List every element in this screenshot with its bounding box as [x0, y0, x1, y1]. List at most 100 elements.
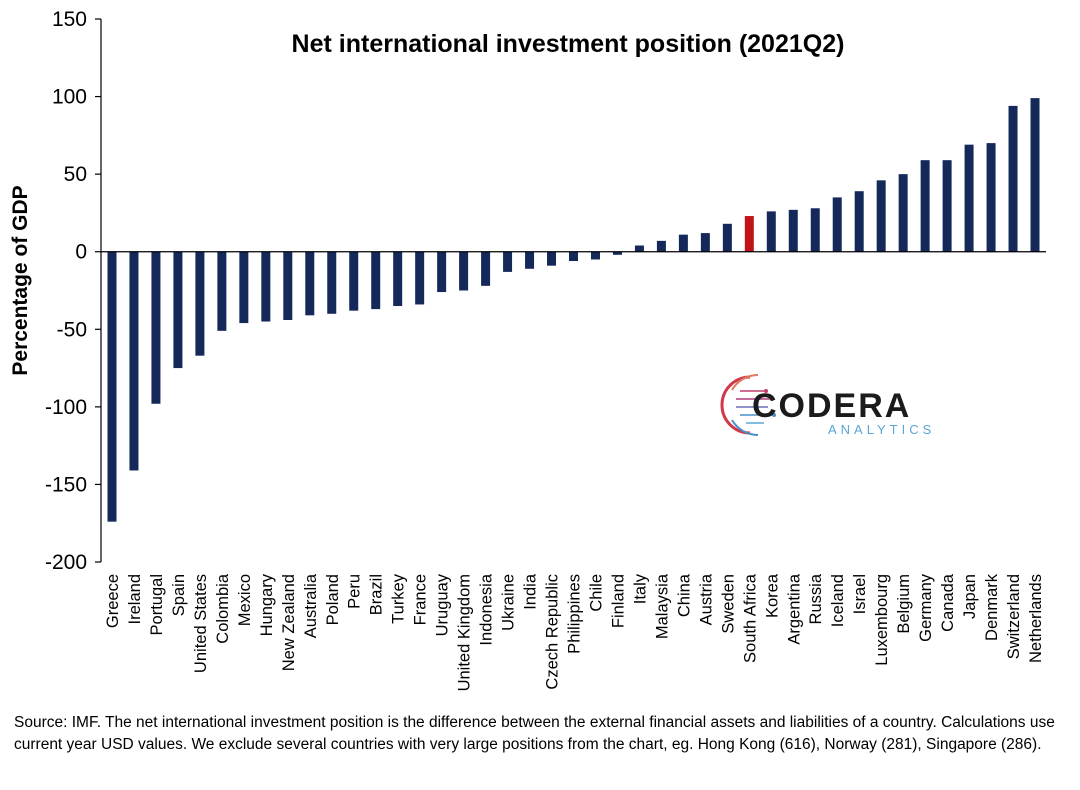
category-label: Netherlands	[1027, 574, 1045, 663]
category-label: Spain	[170, 574, 188, 616]
category-label: South Africa	[741, 573, 759, 663]
category-label: Israel	[851, 574, 869, 614]
category-label: Russia	[807, 573, 825, 624]
bar-israel	[854, 191, 864, 252]
bar-netherlands	[1030, 98, 1040, 252]
category-label: Canada	[939, 573, 957, 632]
bar-switzerland	[1008, 105, 1018, 252]
category-labels: Greece Ireland Portugal Spain United States C…	[104, 573, 1045, 691]
category-label: Chile	[587, 574, 605, 612]
category-label: France	[412, 574, 430, 625]
bar-united-states	[195, 251, 205, 356]
bar-india	[525, 251, 535, 269]
bar-south-africa	[744, 216, 754, 252]
y-tick-label: -150	[45, 473, 87, 496]
category-label: India	[522, 573, 540, 610]
bar-belgium	[898, 174, 908, 252]
bar-philippines	[569, 251, 578, 262]
chart-area: Net international investment position (2…	[9, 8, 1046, 691]
bar-mexico	[239, 251, 249, 324]
logo-tagline: ANALYTICS	[828, 422, 935, 437]
logo-mark-icon	[720, 373, 776, 437]
y-tick-label: -50	[57, 318, 87, 341]
codera-logo: CODERA ANALYTICS	[720, 373, 935, 437]
y-axis-label: Percentage of GDP	[9, 185, 32, 375]
bar-turkey	[393, 251, 403, 307]
category-label: Ireland	[126, 574, 144, 624]
bar-ireland	[129, 251, 139, 471]
bar-germany	[920, 160, 930, 252]
category-label: Sweden	[719, 574, 737, 634]
bar-argentina	[788, 209, 798, 252]
bar-peru	[349, 251, 359, 311]
category-label: Brazil	[368, 574, 386, 615]
category-label: Iceland	[829, 574, 847, 627]
bars	[107, 98, 1040, 522]
category-label: Hungary	[258, 573, 276, 636]
logo-name: CODERA	[752, 387, 911, 425]
category-label: Philippines	[566, 574, 584, 654]
bar-sweden	[722, 223, 732, 252]
bar-italy	[634, 245, 644, 252]
bar-denmark	[986, 143, 996, 252]
category-label: Luxembourg	[873, 574, 891, 666]
bar-iceland	[832, 197, 842, 252]
category-label: Belgium	[895, 574, 913, 634]
bar-greece	[107, 251, 117, 522]
bar-china	[678, 234, 688, 252]
category-label: Indonesia	[478, 573, 496, 645]
bar-austria	[700, 233, 710, 252]
category-label: Korea	[763, 573, 781, 618]
category-label: Austria	[697, 573, 715, 625]
category-label: Australia	[302, 573, 320, 638]
bar-russia	[810, 208, 820, 252]
category-label: United Kingdom	[456, 574, 474, 691]
bar-new-zealand	[283, 251, 293, 320]
bar-australia	[305, 251, 315, 316]
bar-finland	[612, 251, 622, 255]
category-label: Germany	[917, 573, 935, 642]
y-tick-label: -100	[45, 396, 87, 419]
bar-malaysia	[656, 240, 666, 252]
bar-colombia	[217, 251, 227, 331]
bar-brazil	[371, 251, 381, 310]
bar-united-kingdom	[459, 251, 469, 291]
category-label: Greece	[104, 574, 122, 628]
bar-chile	[590, 251, 600, 260]
category-label: Finland	[609, 574, 627, 628]
category-label: Peru	[346, 574, 364, 609]
bar-canada	[942, 160, 952, 252]
bar-czech-republic	[547, 251, 557, 266]
bar-portugal	[151, 251, 161, 404]
category-label: Italy	[631, 573, 649, 604]
bar-indonesia	[481, 251, 491, 286]
category-label: Mexico	[236, 574, 254, 626]
category-label: Portugal	[148, 574, 166, 635]
bar-hungary	[261, 251, 271, 322]
category-label: New Zealand	[280, 574, 298, 671]
y-tick-label: -200	[45, 551, 87, 574]
bar-france	[415, 251, 425, 305]
bar-spain	[173, 251, 183, 369]
chart-title: Net international investment position (2…	[292, 30, 845, 58]
category-label: Denmark	[983, 573, 1001, 641]
y-tick-label: 100	[52, 86, 87, 109]
category-label: United States	[192, 574, 210, 673]
y-tick-label: 50	[64, 163, 87, 186]
source-note: Source: IMF. The net international inves…	[14, 714, 1055, 753]
category-label: Malaysia	[653, 573, 671, 639]
bar-poland	[327, 251, 337, 314]
category-label: Colombia	[214, 573, 232, 644]
bar-ukraine	[503, 251, 513, 272]
bar-japan	[964, 144, 974, 252]
bar-uruguay	[437, 251, 447, 293]
category-label: Argentina	[785, 573, 803, 644]
category-label: Poland	[324, 574, 342, 625]
category-label: Switzerland	[1005, 574, 1023, 659]
bar-luxembourg	[876, 180, 886, 252]
y-axis: 150 100 50 0 -50 -100 -150 -200	[45, 8, 102, 574]
category-label: Uruguay	[434, 573, 452, 636]
category-label: Turkey	[390, 573, 408, 624]
category-label: Japan	[961, 574, 979, 619]
category-label: Ukraine	[500, 574, 518, 631]
